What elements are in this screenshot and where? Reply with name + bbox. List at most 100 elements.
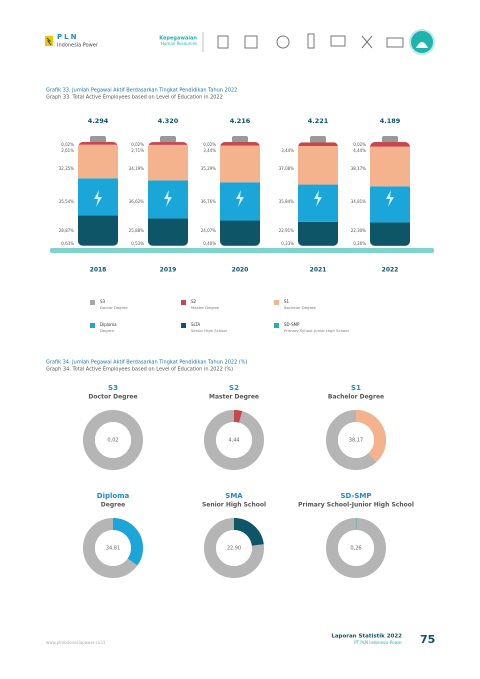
- donut-title: S1: [351, 384, 361, 392]
- donut-value: 22,90: [227, 546, 241, 552]
- segment-label: 37,08%: [279, 166, 294, 171]
- segment: [370, 222, 410, 246]
- segment-label: 35,54%: [59, 199, 74, 204]
- donut-subtitle: Doctor Degree: [88, 394, 137, 401]
- donut-arc: [204, 518, 264, 578]
- year: 2019: [160, 267, 177, 274]
- legend-name: SLTA: [191, 322, 200, 327]
- segment-label: 22,91%: [279, 228, 294, 233]
- brand: PLN: [57, 33, 78, 41]
- year: 2022: [382, 267, 399, 274]
- footer-company: PT PLN Indonesia Power: [354, 640, 402, 645]
- battery: [298, 142, 338, 246]
- legend-name-en: Master Degree: [191, 305, 220, 310]
- legend-name-en: Senior High School: [191, 328, 227, 333]
- legend-name: SD-SMP: [284, 322, 300, 327]
- segment-label: 0,02%: [353, 142, 366, 147]
- donut-title: S3: [108, 384, 118, 392]
- donut-subtitle: Master Degree: [209, 394, 259, 401]
- segment: [78, 245, 118, 246]
- segment-label: 25,88%: [129, 228, 144, 233]
- segment: [148, 218, 188, 246]
- battery-cap: [90, 136, 106, 143]
- battery-cap: [310, 136, 326, 143]
- battery-cap: [382, 136, 398, 143]
- segment: [298, 221, 338, 246]
- segment-label: 32,35%: [59, 166, 74, 171]
- donut-arc: [326, 518, 386, 578]
- bolt: [236, 190, 244, 207]
- segment-label: 0,02%: [131, 142, 144, 147]
- battery: [148, 142, 188, 246]
- year: 2020: [232, 267, 249, 274]
- section-en: Human Resources: [161, 41, 197, 46]
- graph34-title: Grafik 34. Jumlah Pegawai Aktif Berdasar…: [46, 360, 248, 366]
- bolt: [314, 190, 322, 207]
- battery-cap: [160, 136, 176, 143]
- donut-hole: [216, 422, 252, 458]
- donut-value: 0,26: [350, 546, 361, 552]
- segment-label: 34,81%: [351, 199, 366, 204]
- legend-name-en: Primary School-Junior High School: [284, 328, 349, 333]
- graph33-title: Grafik 33. Jumlah Pegawai Aktif Berdasar…: [46, 88, 237, 94]
- bolt: [94, 190, 102, 207]
- segment-label: 24,07%: [201, 228, 216, 233]
- segment: [370, 146, 410, 187]
- donut-subtitle: Senior High School: [202, 502, 266, 509]
- segment-label: 0,40%: [203, 241, 216, 246]
- donut-hole: [216, 530, 252, 566]
- segment-label: 2,71%: [131, 148, 144, 153]
- legend-name: S2: [191, 299, 197, 304]
- donut-subtitle: Degree: [101, 502, 125, 509]
- battery: [78, 142, 118, 246]
- segment-label: 0,53%: [131, 241, 144, 246]
- battery: [370, 142, 410, 246]
- total: 4.320: [158, 117, 179, 125]
- segment-label: 0,33%: [281, 241, 294, 246]
- legend-name: Diploma: [100, 322, 117, 327]
- legend-name-en: Bachelor Degree: [284, 305, 316, 310]
- logo-bolt: [46, 37, 52, 46]
- bolt: [386, 190, 394, 207]
- year: 2018: [90, 267, 107, 274]
- donut-value: 38,17: [349, 438, 363, 444]
- segment-label: 0,02%: [61, 142, 74, 147]
- total: 4.216: [230, 117, 251, 125]
- segment-label: 0,02%: [203, 142, 216, 147]
- bolt: [164, 190, 172, 207]
- donut-subtitle: Bachelor Degree: [328, 394, 384, 401]
- segment-label: 2,61%: [61, 148, 74, 153]
- segment-label: 35,84%: [279, 199, 294, 204]
- segment-label: 38,17%: [351, 166, 366, 171]
- donut-arc: [83, 518, 143, 578]
- segment: [78, 142, 118, 145]
- footer-report: Laporan Statistik 2022: [331, 634, 402, 640]
- donut-arc: [83, 410, 143, 470]
- segment: [298, 142, 338, 146]
- donut-hole: [95, 530, 131, 566]
- segment: [78, 215, 118, 246]
- legend-swatch: [181, 323, 186, 328]
- segment: [148, 142, 188, 145]
- segment-label: 34,19%: [129, 166, 144, 171]
- legend-name: S1: [284, 299, 290, 304]
- segment: [298, 145, 338, 185]
- donut-arc: [204, 410, 264, 470]
- segment-label: 35,29%: [201, 166, 216, 171]
- segment: [220, 220, 260, 246]
- segment: [148, 144, 188, 181]
- segment-label: 28,87%: [59, 228, 74, 233]
- legend-name-en: Doctor Degree: [100, 305, 128, 310]
- year: 2021: [310, 267, 327, 274]
- footer-url: www.plnindonesiapower.co.id: [46, 640, 105, 645]
- legend-swatch: [90, 300, 95, 305]
- base-shelf: [50, 248, 434, 253]
- segment-label: 22,30%: [351, 228, 366, 233]
- donut-hole: [95, 422, 131, 458]
- legend-name-en: Degree: [100, 328, 114, 333]
- segment-label: 3,44%: [203, 148, 216, 153]
- legend-name: S3: [100, 299, 106, 304]
- total: 4.294: [88, 117, 109, 125]
- segment: [220, 145, 260, 183]
